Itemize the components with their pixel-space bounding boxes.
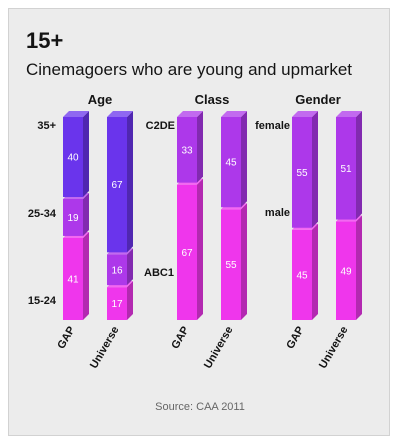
segment-label: 25-34 <box>28 208 57 220</box>
bar-segment-top <box>221 111 247 117</box>
category-label: GAP <box>284 325 306 352</box>
bar-segment <box>221 117 241 208</box>
bar-segment-side <box>356 215 362 320</box>
value-label: 55 <box>296 168 308 179</box>
value-label: 51 <box>340 164 352 175</box>
bar-segment-side <box>241 203 247 320</box>
bar-segment-side <box>83 193 89 236</box>
bar-segment-side <box>197 111 203 183</box>
value-label: 55 <box>225 260 237 271</box>
value-label: 67 <box>111 180 123 191</box>
chart-title: 15+ <box>26 28 64 53</box>
value-label: 49 <box>340 266 352 277</box>
bar-segment <box>63 199 83 236</box>
bar-segment-side <box>197 178 203 320</box>
bar-segment-side <box>127 111 133 253</box>
bar-segment <box>221 209 241 320</box>
bar-segment-side <box>241 111 247 208</box>
value-label: 41 <box>67 274 79 285</box>
segment-label: C2DE <box>146 120 175 132</box>
bar-segment <box>177 117 197 183</box>
category-label: GAP <box>169 325 191 352</box>
value-label: 67 <box>181 248 193 259</box>
bar-segment <box>336 117 356 220</box>
value-label: 16 <box>111 265 123 276</box>
bar-segment-top <box>63 111 89 117</box>
bar-segment-top <box>107 111 133 117</box>
bar-segment <box>107 254 127 286</box>
category-label: Universe <box>317 325 351 371</box>
bar-segment-side <box>312 223 318 320</box>
value-label: 19 <box>67 213 79 224</box>
value-label: 45 <box>296 270 308 281</box>
category-label: Universe <box>88 325 122 371</box>
bar-segment-side <box>312 111 318 228</box>
category-label: Universe <box>202 325 236 371</box>
value-label: 17 <box>111 299 123 310</box>
chart-subtitle: Cinemagoers who are young and upmarket <box>26 60 353 79</box>
bar-segment-side <box>83 231 89 320</box>
value-label: 40 <box>67 153 79 164</box>
segment-label: male <box>265 207 290 219</box>
panel-title-class: Class <box>195 92 230 107</box>
bar-segment-top <box>292 111 318 117</box>
bar-segment <box>177 184 197 320</box>
bar-segment-top <box>177 111 203 117</box>
value-label: 45 <box>225 158 237 169</box>
bar-segment-side <box>83 111 89 197</box>
segment-label: female <box>255 120 290 132</box>
bar-segment-side <box>127 281 133 320</box>
panel-title-gender: Gender <box>295 92 341 107</box>
bar-segment <box>107 287 127 320</box>
source-note: Source: CAA 2011 <box>155 401 245 413</box>
segment-label: 15-24 <box>28 295 57 307</box>
segment-label: ABC1 <box>144 267 174 279</box>
segment-label: 35+ <box>37 120 56 132</box>
bar-segment <box>336 221 356 320</box>
category-label: GAP <box>55 325 77 352</box>
bar-segment <box>292 229 312 320</box>
bar-segment-side <box>356 111 362 220</box>
bar-segment <box>292 117 312 228</box>
bar-segment-top <box>336 111 362 117</box>
bar-segment <box>107 117 127 253</box>
bar-segment-side <box>127 248 133 286</box>
bar-segment <box>63 237 83 320</box>
panel-title-age: Age <box>88 92 113 107</box>
value-label: 33 <box>181 145 193 156</box>
bar-segment <box>63 117 83 197</box>
